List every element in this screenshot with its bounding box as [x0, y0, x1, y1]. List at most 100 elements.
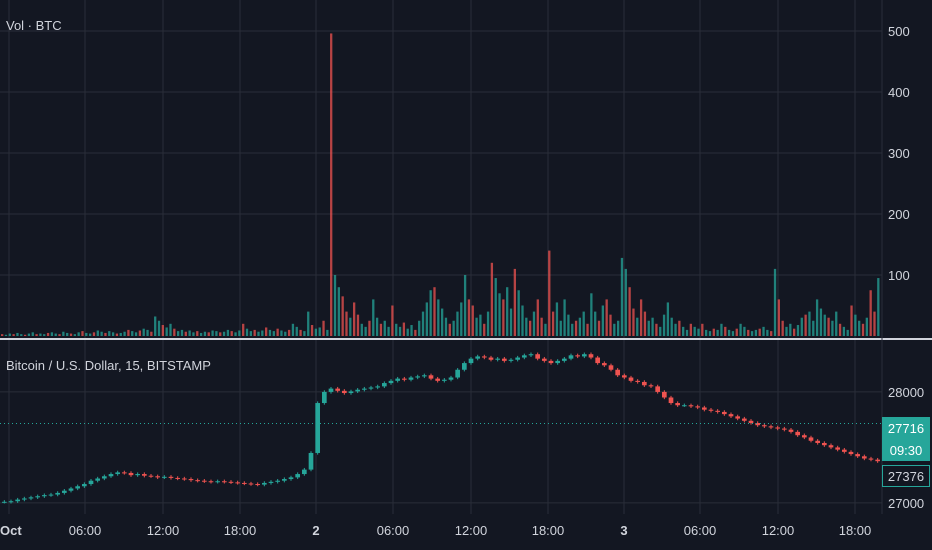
volume-bar — [375, 317, 379, 336]
volume-bar — [387, 326, 390, 336]
candle-body — [102, 476, 107, 479]
volume-bar — [609, 314, 612, 336]
volume-bar — [322, 320, 325, 336]
volume-bar — [685, 329, 689, 336]
candle-body — [422, 375, 427, 377]
volume-bar — [215, 331, 218, 336]
candle-body — [602, 363, 607, 366]
candle-body — [415, 376, 420, 378]
candle-body — [562, 358, 567, 361]
volume-bar — [827, 317, 830, 336]
volume-bar — [184, 331, 187, 336]
volume-bar — [138, 330, 142, 336]
candle-body — [448, 377, 454, 380]
candle-body — [348, 391, 354, 394]
candle-body — [542, 358, 547, 361]
countdown-badge: 09:30 — [882, 439, 930, 461]
candle-body — [488, 357, 494, 360]
candle-body — [408, 377, 414, 380]
volume-bar — [835, 311, 838, 336]
volume-bar — [245, 328, 249, 336]
volume-bar — [146, 329, 149, 336]
volume-bar — [134, 332, 138, 336]
volume-bar — [475, 317, 478, 336]
volume-bar — [276, 328, 279, 336]
candle-body — [302, 469, 307, 475]
volume-bar — [314, 328, 318, 336]
volume-bar — [418, 320, 421, 336]
volume-bar — [253, 329, 256, 336]
candle-body — [155, 476, 160, 478]
candle-body — [515, 357, 520, 360]
volume-bar — [659, 326, 662, 336]
candle-body — [535, 354, 540, 359]
volume-axis-tick-label: 500 — [888, 24, 910, 39]
candle-body — [695, 406, 700, 408]
volume-bar — [574, 320, 578, 336]
candle-body — [875, 459, 880, 462]
volume-bar — [846, 329, 849, 336]
candle-body — [648, 385, 654, 387]
volume-bar — [211, 330, 214, 336]
volume-bar — [207, 332, 210, 336]
volume-bar — [169, 323, 172, 336]
volume-bar — [287, 329, 291, 336]
volume-bar — [234, 332, 237, 336]
volume-bar — [100, 331, 103, 336]
volume-bar — [203, 331, 207, 336]
volume-bar — [758, 328, 761, 336]
volume-bar — [4, 334, 8, 336]
candle-body — [2, 501, 7, 503]
volume-bar — [180, 329, 184, 336]
volume-bar — [368, 320, 371, 336]
volume-bar — [123, 331, 126, 336]
time-axis-tick-label: 18:00 — [224, 523, 257, 538]
price-axis-tick-label: 27000 — [888, 496, 924, 511]
volume-bar — [69, 333, 73, 336]
volume-bar — [506, 287, 509, 336]
volume-bar — [773, 268, 777, 336]
volume-bar — [226, 329, 230, 336]
volume-bar — [590, 293, 593, 336]
volume-bar — [479, 314, 482, 336]
volume-bar — [747, 329, 750, 336]
candle-body — [848, 451, 854, 455]
volume-bar — [96, 330, 99, 336]
volume-bar — [727, 329, 731, 336]
volume-bar — [808, 311, 811, 336]
candle-body — [815, 440, 820, 443]
volume-bar — [578, 317, 582, 336]
candle-body — [728, 414, 734, 417]
volume-bar — [532, 311, 536, 336]
volume-bar — [127, 329, 130, 336]
volume-bar — [111, 332, 115, 336]
candle-body — [528, 354, 534, 356]
volume-bar — [831, 320, 834, 336]
volume-bar — [448, 323, 451, 336]
volume-bar — [815, 299, 819, 336]
volume-bar — [196, 331, 199, 336]
volume-axis-tick-label: 300 — [888, 146, 910, 161]
volume-bar — [249, 331, 252, 336]
candle-body — [55, 492, 60, 495]
volume-bar — [307, 311, 310, 336]
volume-bar — [391, 305, 394, 336]
volume-bar — [284, 331, 287, 336]
volume-bar — [754, 329, 758, 336]
candle-body — [808, 437, 814, 441]
volume-bar — [865, 317, 868, 336]
volume-bar — [639, 299, 643, 336]
volume-bar — [280, 330, 283, 336]
candle-body — [162, 476, 167, 478]
volume-bar — [16, 332, 19, 336]
candle-body — [855, 454, 860, 457]
candle-body — [475, 356, 480, 359]
volume-bar — [697, 328, 700, 336]
volume-bar — [647, 320, 650, 336]
volume-bar — [563, 299, 566, 336]
candle-body — [195, 480, 200, 482]
candle-body — [8, 501, 14, 503]
time-axis-tick-label: 12:00 — [762, 523, 795, 538]
volume-bar — [364, 326, 367, 336]
